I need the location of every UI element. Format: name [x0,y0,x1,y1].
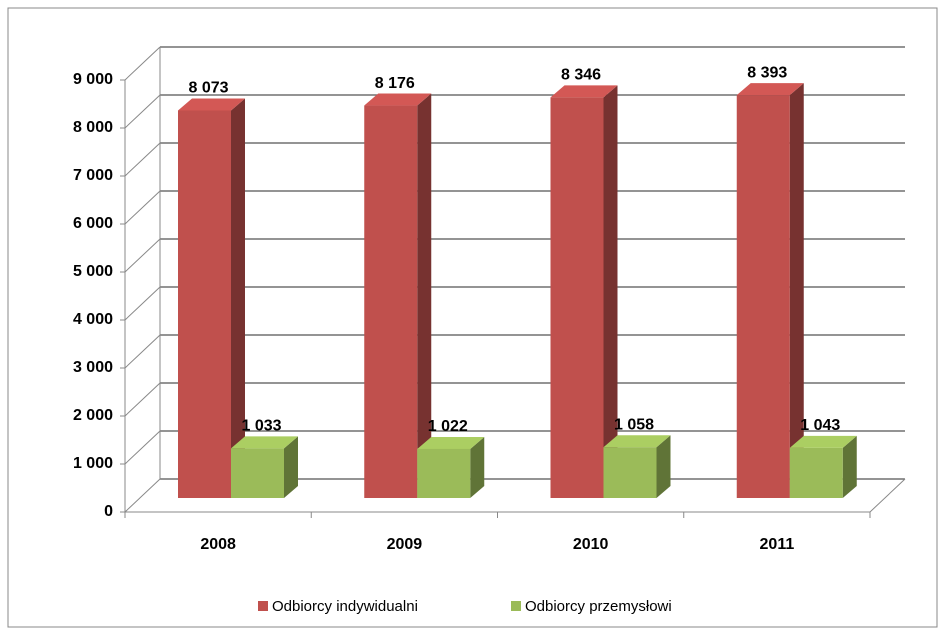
y-tick-label: 6 000 [73,215,113,232]
x-tick-label: 2008 [200,536,236,553]
bar-top [417,436,485,449]
data-label: 1 058 [614,416,654,433]
grid-line-side [124,94,161,129]
data-label: 1 033 [241,418,281,435]
bar-top [789,435,857,448]
bar-side [656,435,671,498]
legend-label: Odbiorcy indywidualni [272,598,418,615]
grid-line-side [124,430,161,465]
data-label: 8 346 [561,67,601,84]
data-label: 8 176 [375,75,415,92]
grid-line-side [124,334,161,369]
y-tick-label: 0 [104,503,113,520]
legend-label: Odbiorcy przemysłowi [525,598,672,615]
x-tick-label: 2011 [760,536,795,553]
data-label: 1 022 [428,418,468,435]
grid-line-side [124,46,161,81]
y-tick-label: 7 000 [73,167,113,184]
y-tick-label: 4 000 [73,311,113,328]
legend-swatch [511,601,521,611]
grid-line-side [124,382,161,417]
data-label: 8 073 [188,80,228,97]
legend-swatch [258,601,268,611]
y-tick-label: 8 000 [73,119,113,136]
bar-top [603,435,671,448]
bar-side [470,436,485,498]
bar-top [550,85,618,98]
grid-line-side [124,478,161,513]
y-tick-label: 1 000 [73,455,113,472]
y-tick-label: 9 000 [73,71,113,88]
y-tick-label: 2 000 [73,407,113,424]
bar-side [789,83,804,499]
grid-line-side [124,238,161,273]
y-tick-label: 3 000 [73,359,113,376]
bar [178,110,231,498]
bar-top [736,83,804,96]
bar [736,95,790,499]
data-label: 8 393 [747,64,787,81]
bar-top [364,93,432,106]
grid-line-side [124,142,161,177]
bar [417,448,471,498]
grid-line-side [124,190,161,225]
data-label: 1 043 [800,417,840,434]
y-tick-label: 5 000 [73,263,113,280]
bar-side [842,435,857,498]
floor-edge [869,478,906,513]
bar-side [603,85,618,498]
bar-side [417,93,432,498]
bar-top [231,436,298,449]
grid-line-side [124,286,161,321]
x-tick-label: 2009 [387,536,423,553]
bar-side [284,436,298,498]
bar [231,448,284,498]
bar-side [231,98,245,498]
bar [364,105,418,498]
bar [789,447,843,498]
bar-top [178,98,245,111]
x-tick-label: 2010 [573,536,609,553]
bar [550,97,604,498]
bar [603,447,657,498]
